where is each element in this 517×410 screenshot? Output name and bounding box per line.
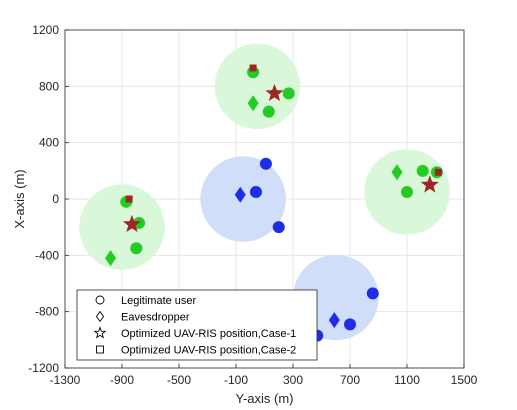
eavesdropper-point [247,95,259,112]
x-tick-label: -500 [167,373,191,387]
legitimate-user-point [130,242,143,255]
legitimate-user-point [416,164,429,177]
legend-square-marker [96,345,104,354]
eavesdropper-point [391,164,403,181]
legend-entry-label: Optimized UAV-RIS position,Case-1 [121,328,296,340]
x-tick-label: 700 [340,373,360,387]
legitimate-user-point [262,105,275,118]
coverage-region [79,184,165,270]
tick-labels: -1300 -900 -500 -100 300 700 1100 1500 -1200 -800… [28,23,477,387]
uav-ris-case1-point [265,83,284,102]
legend-entry-label: Eavesdropper [121,312,190,324]
x-tick-label: 1100 [394,373,420,387]
x-tick-label: -1300 [50,373,81,387]
legitimate-user-point [282,87,295,100]
y-axis-label: X-axis (m) [12,169,27,228]
legend: Legitimate user Eavesdropper Optimized UAV… [76,289,318,361]
uav-ris-case2-point [125,195,133,203]
legitimate-user-point [366,287,379,300]
legitimate-user-point [344,318,356,331]
legend-entry-label: Optimized UAV-RIS position,Case-2 [121,345,296,357]
y-tick-label: 0 [52,192,59,206]
coverage-region [214,43,301,130]
eavesdropper-point [105,250,117,267]
y-tick-label: -1200 [28,361,59,375]
coverage-region [200,156,286,242]
y-tick-label: 400 [39,136,59,150]
uav-ris-case2-point [249,64,257,72]
legitimate-user-point [259,157,272,170]
eavesdropper-point [328,312,340,329]
legitimate-user-point [272,221,285,234]
x-tick-label: -100 [224,373,248,387]
x-tick-label: -900 [110,373,134,387]
legitimate-user-point [249,185,262,198]
y-tick-label: -800 [35,305,59,319]
y-tick-label: -400 [35,248,59,262]
legend-box [76,289,318,361]
uav-ris-case1-point [122,214,142,233]
legitimate-user-point [401,185,413,198]
x-axis-label: Y-axis (m) [235,391,293,406]
eavesdropper-point [234,186,246,203]
legend-entry-label: Legitimate user [121,295,197,307]
y-tick-label: 800 [39,79,59,93]
legend-circle-marker [95,295,105,305]
uav-ris-case2-point [434,168,442,176]
legend-diamond-marker [95,310,105,323]
y-tick-label: 1200 [32,23,59,37]
legend-star-marker [93,326,107,339]
x-tick-label: 1500 [451,373,478,387]
x-tick-label: 300 [283,373,303,387]
legitimate-user-point [133,216,146,229]
uav-ris-case1-point [420,175,439,193]
